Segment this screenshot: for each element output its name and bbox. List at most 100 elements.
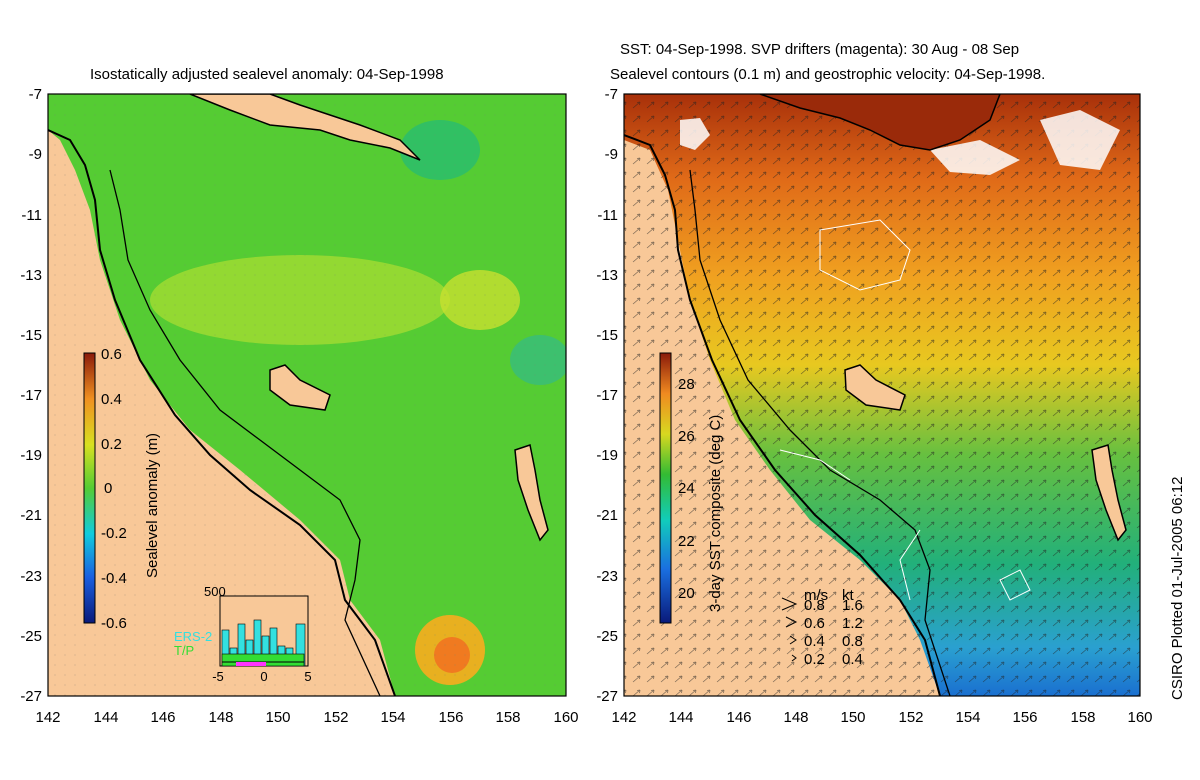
left-colorbar-tick: 0.2 (101, 436, 122, 453)
left-colorbar-tick: -0.6 (101, 615, 127, 632)
right-x-tick: 150 (840, 709, 865, 726)
left-island-group (269, 364, 331, 411)
right-colorbar-tick: 20 (678, 585, 695, 602)
left-x-tick: 154 (380, 709, 405, 726)
right-colorbar (659, 352, 672, 624)
right-sealevel-contours (779, 219, 1031, 601)
left-inset-histogram: 500 -5 0 5 ERS-2 T/P (174, 584, 312, 684)
right-y-tick: -21 (596, 507, 618, 524)
left-colorbar-tick: 0.6 (101, 346, 122, 363)
right-y-tick: -11 (597, 207, 618, 224)
plot-credit: CSIRO Plotted 01-Jul-2005 06:12 (1169, 477, 1186, 700)
left-y-tick: -13 (20, 267, 42, 284)
right-x-tick: 152 (898, 709, 923, 726)
right-map-frame (623, 93, 1141, 697)
right-panel-title-line1: SST: 04-Sep-1998. SVP drifters (magenta)… (620, 41, 1020, 58)
left-y-tick: -23 (20, 568, 42, 585)
left-x-tick: 152 (323, 709, 348, 726)
left-y-tick: -19 (20, 447, 42, 464)
right-y-tick: -19 (596, 447, 618, 464)
velocity-legend-kt: 0.4 (842, 651, 863, 668)
left-y-axis: -7 -9 -11 -13 -15 -17 -19 -21 -23 -25 -2… (20, 86, 42, 705)
right-y-tick: -13 (596, 267, 618, 284)
velocity-legend-kt: 1.6 (842, 597, 863, 614)
right-colorbar-tick: 24 (678, 480, 695, 497)
velocity-legend-kt: 1.2 (842, 615, 863, 632)
left-y-tick: -11 (21, 207, 42, 224)
left-y-tick: -17 (20, 387, 42, 404)
right-colorbar-ticks: 28 26 24 22 20 (678, 376, 695, 602)
left-y-tick: -7 (29, 86, 42, 103)
left-colorbar-label: Sealevel anomaly (m) (144, 433, 161, 578)
left-x-tick: 142 (35, 709, 60, 726)
left-y-tick: -15 (20, 327, 42, 344)
left-x-tick: 148 (208, 709, 233, 726)
left-colorbar-tick: -0.2 (101, 525, 127, 542)
right-x-tick: 148 (783, 709, 808, 726)
right-map (624, 94, 1140, 696)
right-y-tick: -7 (605, 86, 618, 103)
left-new-caledonia (514, 444, 549, 542)
right-panel-title-line2: Sealevel contours (0.1 m) and geostrophi… (610, 66, 1046, 83)
left-x-tick: 150 (265, 709, 290, 726)
right-island-group (844, 364, 906, 411)
velocity-legend-kt: 0.8 (842, 633, 863, 650)
right-coastline (624, 134, 941, 696)
velocity-legend-ms: 0.8 (804, 597, 825, 614)
left-map (48, 94, 566, 696)
velocity-legend: m/s kt 0.8 1.6 0.6 1.2 0.4 0.8 0.2 0.4 (781, 587, 863, 668)
right-x-axis: 142 144 146 148 150 152 154 156 158 160 (611, 709, 1152, 726)
right-cloud-mask (680, 110, 1120, 175)
velocity-legend-ms: 0.4 (804, 633, 825, 650)
left-colorbar-tick: -0.4 (101, 570, 127, 587)
right-x-tick: 146 (726, 709, 751, 726)
left-panel-title: Isostatically adjusted sealevel anomaly:… (90, 66, 444, 83)
left-x-tick: 146 (150, 709, 175, 726)
right-colorbar-tick: 26 (678, 428, 695, 445)
velocity-legend-ms: 0.6 (804, 615, 825, 632)
right-y-tick: -25 (596, 628, 618, 645)
right-y-tick: -23 (596, 568, 618, 585)
velocity-legend-header-ms: m/s (804, 587, 828, 604)
right-x-tick: 142 (611, 709, 636, 726)
right-y-tick: -15 (596, 327, 618, 344)
right-x-tick: 158 (1070, 709, 1095, 726)
left-x-tick: 160 (553, 709, 578, 726)
right-colorbar-tick: 22 (678, 533, 695, 550)
left-coastline (48, 129, 396, 696)
inset-x-tick: 5 (304, 669, 311, 684)
inset-x-tick: -5 (212, 669, 224, 684)
right-x-tick: 156 (1012, 709, 1037, 726)
right-new-guinea-coast (759, 94, 1001, 151)
left-x-tick: 158 (495, 709, 520, 726)
velocity-legend-header-kt: kt (842, 587, 855, 604)
left-x-tick: 156 (438, 709, 463, 726)
right-y-tick: -17 (596, 387, 618, 404)
left-x-axis: 142 144 146 148 150 152 154 156 158 160 (35, 709, 578, 726)
right-y-axis: -7 -9 -11 -13 -15 -17 -19 -21 -23 -25 -2… (596, 86, 618, 705)
left-y-tick: -21 (20, 507, 42, 524)
left-y-tick: -27 (20, 688, 42, 705)
left-y-tick: -9 (29, 146, 42, 163)
right-x-tick: 160 (1127, 709, 1152, 726)
left-colorbar-tick: 0 (104, 480, 112, 497)
left-x-tick: 144 (93, 709, 118, 726)
left-colorbar-tick: 0.4 (101, 391, 122, 408)
left-y-tick: -25 (20, 628, 42, 645)
velocity-legend-ms: 0.2 (804, 651, 825, 668)
right-colorbar-label: 3-day SST composite (deg C) (707, 415, 724, 612)
left-map-frame (47, 93, 567, 697)
left-colorbar (83, 352, 96, 624)
left-new-guinea-coast (189, 94, 421, 161)
right-reef-edge (689, 169, 951, 696)
left-colorbar-ticks: 0.6 0.4 0.2 0 -0.2 -0.4 -0.6 (101, 346, 127, 632)
left-reef-edge (109, 169, 381, 696)
right-colorbar-tick: 28 (678, 376, 695, 393)
right-y-tick: -27 (596, 688, 618, 705)
right-y-tick: -9 (605, 146, 618, 163)
inset-x-tick: 0 (260, 669, 267, 684)
inset-y-tick: 500 (204, 584, 226, 599)
inset-legend-tp: T/P (174, 643, 194, 658)
right-x-tick: 144 (668, 709, 693, 726)
